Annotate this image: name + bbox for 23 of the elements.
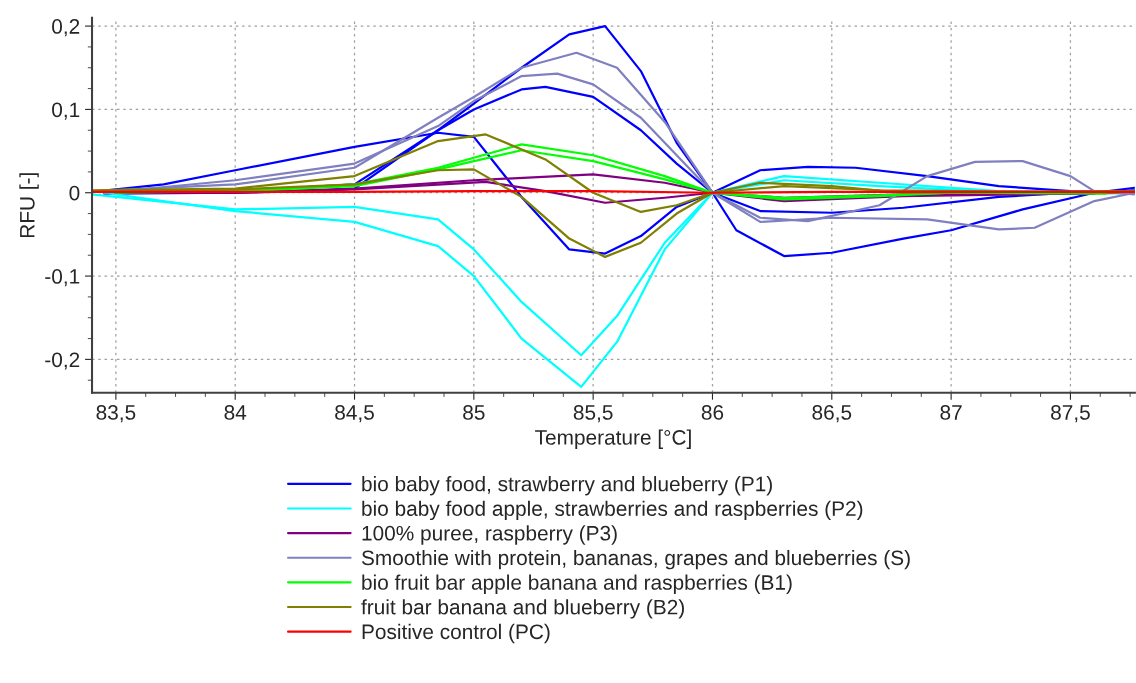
y-tick-label: -0,2 — [45, 352, 80, 370]
x-tick-label: 87 — [940, 405, 962, 420]
legend-label: bio fruit bar apple banana and raspberries (B1) — [362, 574, 792, 594]
x-tick-label: 83,5 — [96, 405, 136, 423]
x-axis-title: Temperature [°C] — [535, 429, 691, 449]
x-tick-label: 86,5 — [812, 405, 852, 423]
y-tick-label: 0,1 — [52, 102, 80, 120]
legend-label: fruit bar banana and blueberry (B2) — [361, 599, 684, 619]
y-tick-label: -0,1 — [45, 269, 80, 287]
x-tick-label: 84,5 — [335, 405, 374, 423]
legend-label: bio baby food apple, strawberries and raspberries (P2) — [362, 500, 863, 521]
y-tick-label: 0,2 — [52, 19, 80, 37]
legend-label: Positive control (PC) — [362, 623, 550, 644]
legend-label: Smoothie with protein, bananas, grapes and blueberries (S) — [361, 549, 910, 570]
y-tick-label: 0 — [69, 185, 80, 201]
x-tick-label: 85,5 — [573, 405, 613, 423]
x-tick-label: 86 — [701, 405, 724, 420]
x-tick-label: 85 — [463, 405, 485, 420]
legend-label: bio baby food, strawberry and blueberry (P1) — [362, 476, 772, 496]
x-tick-label: 87,5 — [1051, 405, 1090, 423]
legend-label: 100% puree, raspberry (P3) — [362, 525, 617, 545]
x-tick-label: 84 — [224, 405, 247, 420]
y-axis-title: RFU [-] — [19, 173, 39, 238]
